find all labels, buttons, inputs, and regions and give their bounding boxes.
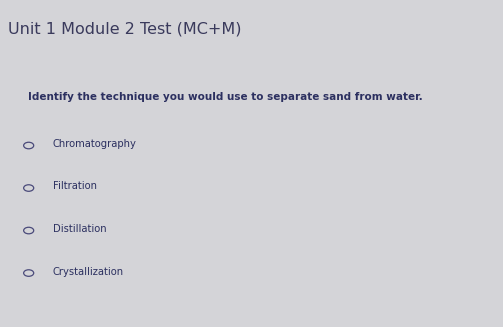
Text: Distillation: Distillation [53,224,107,234]
Text: Chromatography: Chromatography [53,139,137,149]
Text: Unit 1 Module 2 Test (MC+M): Unit 1 Module 2 Test (MC+M) [8,21,241,36]
Text: Identify the technique you would use to separate sand from water.: Identify the technique you would use to … [28,92,423,102]
Text: Filtration: Filtration [53,181,97,192]
Text: Crystallization: Crystallization [53,267,124,277]
